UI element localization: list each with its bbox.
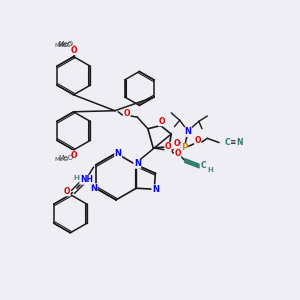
Text: MeO: MeO	[58, 42, 73, 48]
Text: MeO: MeO	[55, 43, 69, 48]
Text: ≡: ≡	[229, 138, 236, 147]
Text: O: O	[173, 139, 180, 148]
Text: N: N	[134, 159, 141, 168]
Text: P: P	[181, 143, 187, 152]
Text: N: N	[115, 149, 122, 158]
Text: O: O	[70, 45, 77, 54]
Text: N: N	[236, 138, 242, 147]
Text: O: O	[70, 151, 77, 160]
Text: O: O	[194, 136, 201, 145]
Text: MeO: MeO	[55, 157, 69, 162]
Text: MeO: MeO	[58, 41, 74, 47]
Text: O: O	[165, 142, 171, 151]
Text: O: O	[123, 110, 130, 118]
Text: O: O	[70, 153, 76, 159]
Text: H: H	[74, 175, 80, 181]
Text: O: O	[70, 47, 76, 53]
Text: O: O	[64, 187, 70, 196]
Text: O: O	[70, 46, 77, 55]
Text: C: C	[225, 138, 230, 147]
Text: H: H	[208, 167, 213, 173]
Text: C: C	[200, 161, 206, 170]
Text: NH: NH	[80, 175, 93, 184]
Text: N: N	[90, 184, 97, 193]
Text: MeO: MeO	[58, 154, 74, 160]
Text: N: N	[185, 128, 192, 136]
Text: O: O	[158, 117, 165, 126]
Text: N: N	[152, 185, 159, 194]
Text: O: O	[174, 149, 181, 158]
